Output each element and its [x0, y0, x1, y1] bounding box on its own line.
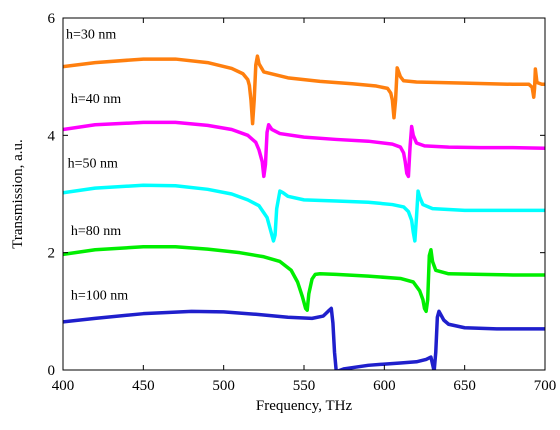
- x-tick-label: 550: [293, 378, 316, 394]
- series-line-2: [63, 120, 545, 179]
- x-tick-label: 400: [52, 378, 75, 394]
- curve-label-4: h=80 nm: [71, 224, 121, 239]
- y-axis-label: Transmission, a.u.: [10, 139, 26, 248]
- y-tick-label: 2: [48, 246, 56, 262]
- y-tick-label: 6: [48, 11, 56, 27]
- curve-label-3: h=50 nm: [68, 157, 118, 172]
- series-layer: [63, 54, 545, 370]
- series-line-4: [63, 245, 545, 314]
- series-line-3: [63, 183, 545, 243]
- series-line-1: [63, 54, 545, 126]
- curve-label-5: h=100 nm: [71, 289, 128, 304]
- y-tick-label: 4: [48, 128, 56, 144]
- curve-label-1: h=30 nm: [66, 28, 116, 43]
- x-axis-label: Frequency, THz: [256, 398, 353, 414]
- x-tick-label: 700: [534, 378, 557, 394]
- x-tick-label: 450: [132, 378, 155, 394]
- y-tick-label: 0: [48, 363, 56, 379]
- curve-label-2: h=40 nm: [71, 92, 121, 107]
- x-tick-label: 600: [373, 378, 396, 394]
- x-tick-label: 650: [453, 378, 476, 394]
- ticks-layer: 400 450 500 550 600 650 700 0 2 4 6: [48, 11, 557, 394]
- x-tick-label: 500: [212, 378, 235, 394]
- labels-layer: h=30 nm h=40 nm h=50 nm h=80 nm h=100 nm: [66, 28, 128, 304]
- series-line-5: [63, 306, 545, 370]
